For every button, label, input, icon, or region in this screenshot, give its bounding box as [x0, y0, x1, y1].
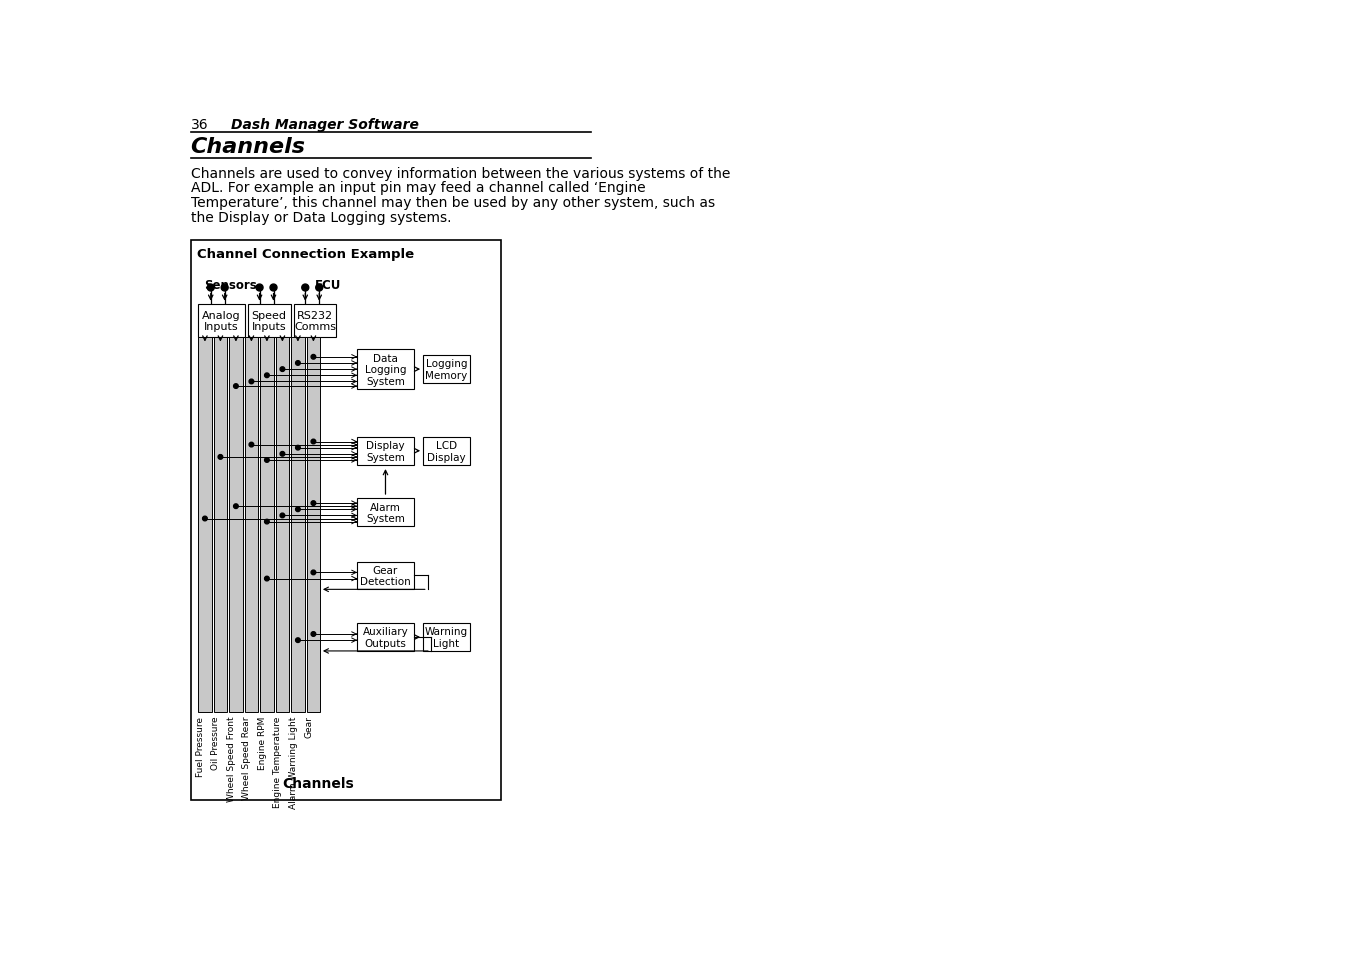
Text: Gear: Gear — [304, 716, 313, 738]
Bar — [357, 623, 413, 651]
Circle shape — [301, 285, 309, 292]
Circle shape — [311, 501, 316, 506]
Text: Channels: Channels — [282, 777, 354, 791]
Circle shape — [234, 384, 238, 389]
Bar — [213, 337, 227, 712]
Circle shape — [296, 507, 300, 512]
Text: Channels are used to convey information between the various systems of the: Channels are used to convey information … — [190, 167, 730, 180]
Text: ADL. For example an input pin may feed a channel called ‘Engine: ADL. For example an input pin may feed a… — [190, 181, 646, 195]
Text: LCD
Display: LCD Display — [427, 440, 466, 462]
Text: Oil Pressure: Oil Pressure — [211, 716, 220, 769]
Text: Engine RPM: Engine RPM — [258, 716, 267, 769]
Text: Display
System: Display System — [366, 440, 405, 462]
Circle shape — [218, 456, 223, 459]
Circle shape — [311, 632, 316, 637]
Bar — [199, 305, 245, 337]
Text: Analog
Inputs: Analog Inputs — [203, 311, 240, 332]
Text: RS232
Comms: RS232 Comms — [295, 311, 336, 332]
Circle shape — [249, 443, 254, 447]
Bar — [292, 337, 304, 712]
Circle shape — [234, 504, 238, 509]
Text: Engine Temperature: Engine Temperature — [273, 716, 282, 807]
Circle shape — [296, 361, 300, 366]
Bar — [357, 350, 413, 390]
Text: Channel Connection Example: Channel Connection Example — [197, 248, 413, 261]
Text: Data
Logging
System: Data Logging System — [365, 354, 407, 386]
Circle shape — [316, 285, 323, 292]
Bar — [423, 623, 470, 651]
Bar — [357, 499, 413, 527]
Circle shape — [265, 577, 269, 581]
Text: 36: 36 — [190, 118, 208, 132]
Bar — [357, 437, 413, 465]
Circle shape — [222, 285, 228, 292]
Circle shape — [257, 285, 263, 292]
Text: ECU: ECU — [315, 278, 342, 292]
Bar — [245, 337, 258, 712]
Circle shape — [249, 379, 254, 384]
Bar — [276, 337, 289, 712]
Circle shape — [270, 285, 277, 292]
Bar — [199, 337, 212, 712]
Circle shape — [296, 639, 300, 642]
Circle shape — [265, 458, 269, 463]
Circle shape — [207, 285, 215, 292]
Circle shape — [265, 519, 269, 524]
Bar — [249, 305, 290, 337]
Bar — [261, 337, 273, 712]
Text: Warning
Light: Warning Light — [424, 627, 467, 648]
Text: Dash Manager Software: Dash Manager Software — [231, 118, 419, 132]
Text: the Display or Data Logging systems.: the Display or Data Logging systems. — [190, 211, 451, 224]
Text: Channels: Channels — [190, 136, 305, 156]
Bar — [293, 305, 336, 337]
Text: Wheel Speed Front: Wheel Speed Front — [227, 716, 236, 801]
Circle shape — [296, 446, 300, 451]
Bar — [423, 437, 470, 465]
Circle shape — [265, 374, 269, 378]
Text: Fuel Pressure: Fuel Pressure — [196, 716, 205, 776]
Text: Temperature’, this channel may then be used by any other system, such as: Temperature’, this channel may then be u… — [190, 195, 715, 210]
Circle shape — [203, 517, 207, 521]
Bar — [357, 562, 413, 590]
Text: Auxiliary
Outputs: Auxiliary Outputs — [362, 627, 408, 648]
Circle shape — [311, 355, 316, 359]
Text: Sensors: Sensors — [204, 278, 257, 292]
Circle shape — [280, 514, 285, 518]
Circle shape — [280, 368, 285, 372]
Text: Wheel Speed Rear: Wheel Speed Rear — [242, 716, 251, 800]
Circle shape — [311, 439, 316, 444]
Text: Speed
Inputs: Speed Inputs — [251, 311, 286, 332]
Circle shape — [311, 571, 316, 575]
Text: Gear
Detection: Gear Detection — [361, 565, 411, 587]
Bar — [230, 337, 242, 712]
Circle shape — [280, 452, 285, 456]
Bar — [190, 240, 501, 801]
Bar — [307, 337, 320, 712]
Text: Alarm Warning Light: Alarm Warning Light — [289, 716, 299, 808]
Text: Logging
Memory: Logging Memory — [426, 359, 467, 380]
Bar — [423, 355, 470, 383]
Text: Alarm
System: Alarm System — [366, 502, 405, 523]
